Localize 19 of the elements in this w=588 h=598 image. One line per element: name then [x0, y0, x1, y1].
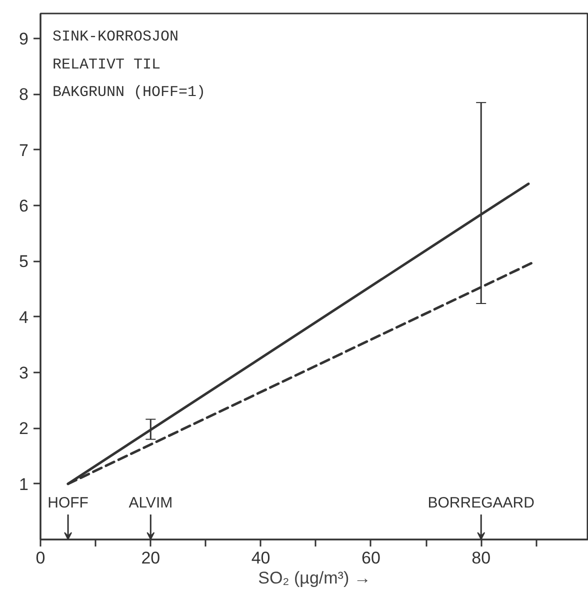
y-tick-label: 8	[19, 85, 29, 104]
y-tick-label: 5	[19, 252, 29, 272]
y-tick-label: 2	[19, 419, 29, 438]
y-tick-label: 7	[19, 140, 29, 160]
annotation: BORREGAARD	[428, 494, 535, 512]
x-tick-label: 0	[36, 548, 46, 568]
y-tick-label: 9	[19, 30, 29, 49]
x-axis-title: SO₂ (µg/m³) →	[258, 568, 371, 588]
x-tick-label: 80	[472, 548, 491, 568]
y-tick-label: 4	[19, 308, 29, 327]
x-tick-label: 40	[251, 548, 270, 568]
y-tick-label: 1	[19, 474, 29, 494]
y-tick-label: 6	[19, 196, 29, 216]
x-tick-label: 20	[141, 548, 160, 568]
text: SINK-KORROSJON RELATIVT TIL BAKGRUNN (HOFF=1)	[52, 28, 206, 102]
x-tick-label: 60	[362, 548, 380, 568]
annotation: ALVIM	[128, 494, 173, 512]
annotation: HOFF	[48, 494, 88, 512]
y-tick-label: 3	[19, 364, 29, 383]
